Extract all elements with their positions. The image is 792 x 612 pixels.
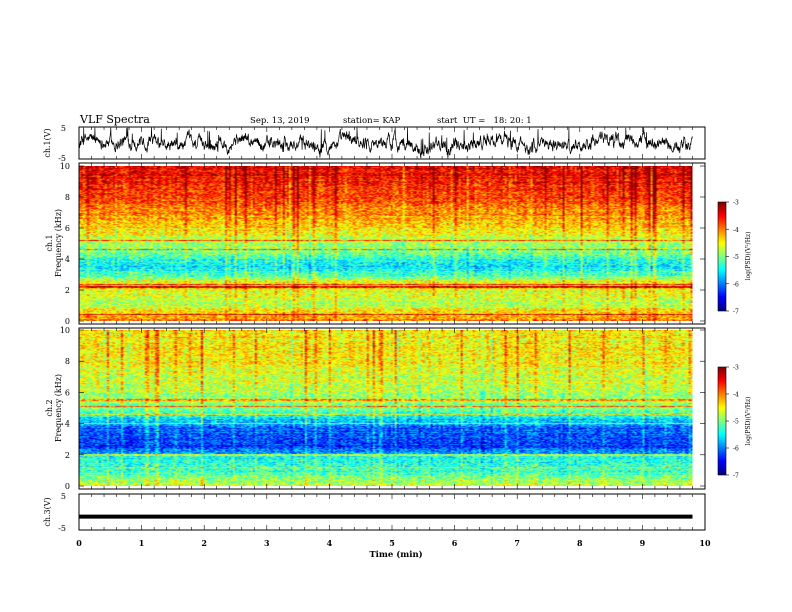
ch1-spectrogram-image xyxy=(79,166,693,321)
ch3-waveform-ylabel: ch.3(V) xyxy=(43,497,52,526)
ch1-waveform-ylabel: ch.1(V) xyxy=(43,128,52,157)
colorbar-tick-label: -7 xyxy=(733,309,739,316)
x-tick-label: 3 xyxy=(264,538,270,548)
x-tick-label: 7 xyxy=(514,538,520,548)
ch1-spectrogram-panel: 0 2 4 6 8 10 ch.1Frequency (kHz) -3 -4 -5 -6 -7 l… xyxy=(45,162,752,326)
ch1-colorbar-ticks: -3 -4 -5 -6 -7 xyxy=(726,200,739,316)
ch2-spectrogram-ylabel: ch.2Frequency (kHz) xyxy=(45,374,63,442)
ch1-colorbar xyxy=(718,202,726,311)
y-tick-label: 6 xyxy=(65,388,70,397)
colorbar-tick-label: -4 xyxy=(733,392,739,399)
y-tick-label: 10 xyxy=(60,162,70,171)
x-tick-label: 9 xyxy=(640,538,646,548)
colorbar-tick-label: -7 xyxy=(733,473,739,480)
y-tick-label: 8 xyxy=(65,357,70,366)
date-label: Sep. 13, 2019 xyxy=(250,116,310,126)
y-tick-label: 4 xyxy=(65,420,70,429)
colorbar-tick-label: -4 xyxy=(733,227,739,234)
y-tick-label: 4 xyxy=(65,255,70,264)
x-axis-ticklabels: 0 1 2 3 4 5 6 7 8 9 10 xyxy=(76,538,711,548)
figure-title: VLF Spectra xyxy=(79,113,150,126)
x-tick-label: 8 xyxy=(577,538,583,548)
x-tick-label: 5 xyxy=(389,538,395,548)
y-tick-label: 10 xyxy=(60,326,70,335)
ch3-waveform-panel: 5 -5 ch.3(V) xyxy=(43,492,706,533)
ch2-spectrogram-panel: 0 2 4 6 8 10 ch.2Frequency (kHz) -3 -4 -5 -6 -7 l… xyxy=(45,326,752,491)
ch1-ytick-top: 5 xyxy=(61,124,66,133)
ch3-ytick-bottom: -5 xyxy=(58,524,66,533)
ch3-waveform-ticks xyxy=(78,494,706,530)
ch2-colorbar-ticks: -3 -4 -5 -6 -7 xyxy=(726,365,739,480)
ch1-spectrogram-ylabel-line1: ch.1Frequency (kHz) xyxy=(45,209,63,277)
colorbar-tick-label: -6 xyxy=(733,281,739,288)
start-time-label: start UT = 18: 20: 1 xyxy=(437,116,532,126)
x-tick-label: 0 xyxy=(76,538,82,548)
x-tick-label: 6 xyxy=(452,538,458,548)
ch1-waveform-line xyxy=(78,127,693,159)
colorbar-tick-label: -5 xyxy=(733,419,739,426)
y-tick-label: 2 xyxy=(65,286,70,295)
y-tick-label: 2 xyxy=(65,451,70,460)
y-tick-label: 8 xyxy=(65,193,70,202)
colorbar-tick-label: -3 xyxy=(733,200,739,207)
ch2-colorbar-label: log(PSD)(V²/Hz) xyxy=(745,397,752,446)
ch3-ytick-top: 5 xyxy=(61,492,66,501)
ch1-spectrogram-ticks xyxy=(78,163,706,324)
ch2-colorbar xyxy=(718,367,726,475)
station-label: station= KAP xyxy=(343,116,401,126)
y-tick-label: 0 xyxy=(65,317,70,326)
y-tick-label: 6 xyxy=(65,224,70,233)
x-tick-label: 1 xyxy=(139,538,145,548)
ch2-spectrogram-yticklabels: 0 2 4 6 8 10 xyxy=(60,326,70,491)
ch2-spectrogram-image xyxy=(79,330,693,486)
x-tick-label: 10 xyxy=(699,538,711,548)
y-tick-label: 0 xyxy=(65,482,70,491)
colorbar-tick-label: -5 xyxy=(733,254,739,261)
colorbar-tick-label: -6 xyxy=(733,446,739,453)
x-tick-label: 4 xyxy=(327,538,333,548)
ch1-colorbar-label: log(PSD)(V²/Hz) xyxy=(745,232,752,281)
colorbar-tick-label: -3 xyxy=(733,365,739,372)
x-tick-label: 2 xyxy=(201,538,207,548)
ch1-ytick-bottom: -5 xyxy=(58,154,66,163)
x-axis-label: Time (min) xyxy=(369,549,422,560)
ch1-spectrogram-yticklabels: 0 2 4 6 8 10 xyxy=(60,162,70,326)
ch1-waveform-panel: 5 -5 ch.1(V) xyxy=(43,124,706,163)
